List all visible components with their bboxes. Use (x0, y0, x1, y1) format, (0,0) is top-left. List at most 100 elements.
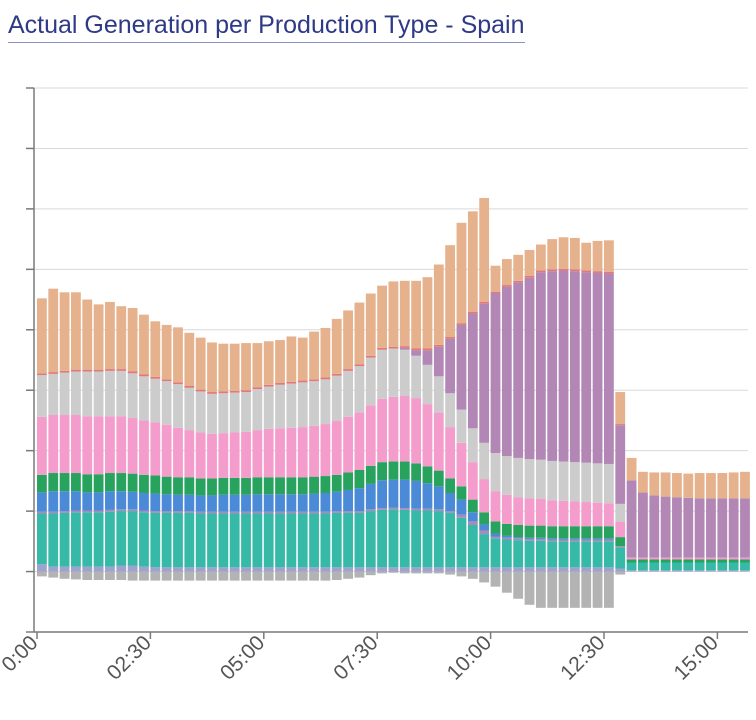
bar-segment-other[interactable] (286, 567, 297, 572)
bar-stack[interactable] (615, 392, 626, 575)
bar-segment-solar[interactable] (411, 350, 422, 356)
bar-stack[interactable] (490, 265, 501, 587)
bar-stack[interactable] (275, 340, 285, 581)
bar-segment-solar[interactable] (479, 303, 490, 443)
bar-segment-hydro-pumped[interactable] (229, 511, 240, 514)
bar-segment-coal[interactable] (297, 494, 308, 512)
bar-segment-other-renewable[interactable] (490, 265, 501, 292)
bar-segment-wind[interactable] (331, 421, 342, 475)
bar-segment-nuclear[interactable] (241, 513, 251, 568)
bar-segment-hydro[interactable] (71, 371, 81, 416)
bar-segment-hydro-pumped[interactable] (604, 539, 614, 542)
bar-segment-other-renewable[interactable] (377, 285, 387, 348)
bar-segment-gas[interactable] (479, 512, 490, 525)
bar-segment-biomass[interactable] (286, 381, 297, 384)
bar-segment-other-renewable[interactable] (569, 237, 580, 270)
bar-segment-coal[interactable] (377, 480, 387, 509)
bar-segment-gas[interactable] (241, 477, 251, 495)
bar-segment-coal[interactable] (569, 538, 580, 540)
bar-segment-consumption[interactable] (173, 571, 183, 581)
bar-segment-hydro[interactable] (195, 391, 206, 433)
bar-segment-other[interactable] (694, 570, 705, 572)
bar-segment-wind[interactable] (422, 404, 433, 467)
bar-stack[interactable] (388, 281, 399, 573)
bar-segment-hydro-pumped[interactable] (399, 508, 410, 510)
bar-segment-hydro-pumped[interactable] (139, 510, 149, 513)
bar-segment-wind[interactable] (638, 557, 648, 560)
bar-segment-hydro-pumped[interactable] (173, 511, 183, 513)
bar-stack[interactable] (717, 473, 728, 572)
bar-stack[interactable] (173, 327, 183, 581)
bar-segment-coal[interactable] (184, 494, 195, 512)
bar-segment-gas[interactable] (218, 477, 229, 495)
bar-segment-solar[interactable] (728, 498, 739, 558)
bar-segment-hydro[interactable] (411, 355, 422, 399)
bar-segment-gas[interactable] (343, 472, 353, 490)
bar-segment-gas[interactable] (82, 474, 93, 493)
bar-segment-biomass[interactable] (513, 280, 524, 283)
bar-segment-gas[interactable] (105, 473, 115, 492)
bar-stack[interactable] (467, 211, 478, 579)
bar-segment-hydro[interactable] (127, 373, 138, 419)
chart-title[interactable]: Actual Generation per Production Type - … (8, 10, 525, 43)
bar-segment-gas[interactable] (581, 526, 592, 539)
bar-segment-other-renewable[interactable] (615, 392, 626, 425)
bar-segment-gas[interactable] (706, 559, 716, 563)
bar-segment-nuclear[interactable] (660, 562, 671, 571)
bar-segment-biomass[interactable] (524, 275, 535, 278)
bar-segment-other-renewable[interactable] (467, 211, 478, 312)
bar-segment-hydro-pumped[interactable] (411, 508, 422, 511)
bar-segment-other[interactable] (365, 567, 376, 572)
bar-segment-nuclear[interactable] (161, 512, 172, 568)
bar-segment-other[interactable] (139, 566, 149, 572)
bar-segment-biomass[interactable] (93, 369, 104, 372)
bar-segment-other-renewable[interactable] (445, 245, 456, 338)
bar-segment-biomass[interactable] (501, 285, 512, 287)
bar-segment-other-renewable[interactable] (706, 473, 716, 499)
bar-segment-hydro-pumped[interactable] (445, 511, 456, 513)
bar-segment-hydro[interactable] (569, 462, 580, 502)
bar-segment-nuclear[interactable] (365, 511, 376, 568)
bar-segment-coal[interactable] (116, 491, 127, 510)
bar-segment-nuclear[interactable] (615, 547, 626, 569)
bar-segment-hydro-pumped[interactable] (581, 539, 592, 542)
bar-segment-hydro[interactable] (297, 382, 308, 428)
bar-segment-coal[interactable] (195, 495, 206, 512)
bar-segment-other-renewable[interactable] (275, 340, 285, 383)
bar-segment-consumption[interactable] (569, 571, 580, 608)
bar-segment-nuclear[interactable] (48, 513, 59, 567)
bar-segment-gas[interactable] (535, 525, 546, 538)
bar-segment-hydro[interactable] (592, 463, 603, 503)
bar-stack[interactable] (501, 259, 512, 593)
bar-segment-other[interactable] (309, 567, 319, 572)
bar-segment-hydro-pumped[interactable] (71, 510, 81, 513)
bar-segment-solar[interactable] (672, 497, 682, 558)
bar-segment-nuclear[interactable] (422, 510, 433, 568)
bar-segment-gas[interactable] (195, 478, 206, 496)
bar-segment-wind[interactable] (116, 416, 127, 474)
bar-segment-nuclear[interactable] (354, 512, 365, 568)
bar-segment-other[interactable] (399, 567, 410, 572)
bar-segment-other[interactable] (615, 568, 626, 572)
bar-segment-solar[interactable] (558, 270, 569, 462)
bar-segment-consumption[interactable] (161, 571, 172, 581)
bar-segment-solar[interactable] (694, 498, 705, 558)
bar-segment-wind[interactable] (150, 422, 161, 476)
bar-segment-other-renewable[interactable] (331, 318, 342, 374)
bar-segment-hydro[interactable] (37, 375, 47, 417)
bar-segment-gas[interactable] (263, 477, 274, 495)
bar-segment-gas[interactable] (490, 521, 501, 534)
bar-segment-consumption[interactable] (59, 571, 70, 579)
bar-segment-biomass[interactable] (161, 379, 172, 382)
bar-segment-consumption[interactable] (422, 571, 433, 574)
bar-segment-nuclear[interactable] (728, 562, 739, 571)
bar-segment-biomass[interactable] (263, 384, 274, 387)
bar-segment-gas[interactable] (513, 525, 524, 538)
bar-segment-nuclear[interactable] (127, 511, 138, 566)
bar-segment-gas[interactable] (388, 461, 399, 480)
bar-segment-wind[interactable] (241, 431, 251, 478)
bar-stack[interactable] (581, 242, 592, 608)
bar-segment-wind[interactable] (592, 502, 603, 527)
bar-segment-wind[interactable] (309, 425, 319, 477)
bar-segment-biomass[interactable] (207, 392, 217, 394)
